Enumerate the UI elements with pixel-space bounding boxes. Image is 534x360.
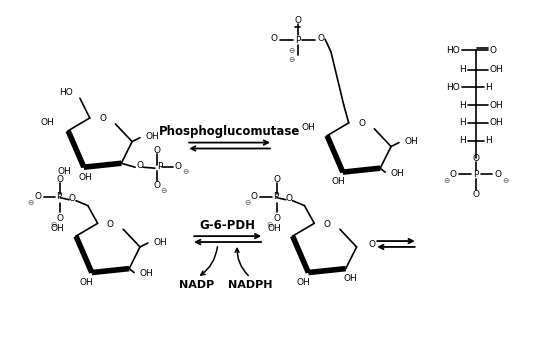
Text: H: H — [485, 83, 492, 92]
Text: O: O — [137, 161, 144, 170]
Text: ⊖: ⊖ — [160, 186, 167, 195]
Text: Phosphoglucomutase: Phosphoglucomutase — [159, 125, 300, 138]
Text: O: O — [273, 175, 280, 184]
Text: O: O — [57, 214, 64, 223]
Text: OH: OH — [405, 137, 419, 146]
Text: ⊖: ⊖ — [28, 198, 34, 207]
Text: O: O — [490, 45, 497, 54]
Text: OH: OH — [490, 65, 503, 74]
Text: ⊖: ⊖ — [443, 176, 450, 185]
Text: OH: OH — [331, 177, 345, 186]
Text: NADP: NADP — [179, 280, 215, 291]
Text: HO: HO — [446, 45, 460, 54]
Text: ⊖: ⊖ — [288, 45, 295, 54]
Text: H: H — [459, 65, 466, 74]
Text: OH: OH — [490, 118, 503, 127]
Text: H: H — [459, 101, 466, 110]
Text: O: O — [175, 162, 182, 171]
Text: ⊖: ⊖ — [50, 220, 57, 229]
Text: O: O — [153, 181, 160, 190]
Text: P: P — [273, 192, 279, 201]
Text: OH: OH — [154, 238, 168, 247]
Text: O: O — [450, 170, 457, 179]
Text: OH: OH — [57, 167, 71, 176]
Text: OH: OH — [41, 118, 54, 127]
Text: O: O — [358, 120, 365, 129]
Text: P: P — [295, 36, 300, 45]
Text: H: H — [459, 136, 466, 145]
Text: ⊖: ⊖ — [244, 198, 250, 207]
Text: NADPH: NADPH — [228, 280, 272, 291]
Text: O: O — [153, 146, 160, 155]
Text: P: P — [473, 170, 478, 179]
Text: OH: OH — [490, 101, 503, 110]
Text: ⊖: ⊖ — [502, 176, 508, 185]
Text: HO: HO — [446, 83, 460, 92]
Text: O: O — [324, 220, 331, 229]
Text: O: O — [273, 214, 280, 223]
Text: P: P — [157, 162, 162, 171]
Text: OH: OH — [50, 224, 64, 233]
Text: OH: OH — [296, 278, 310, 287]
Text: OH: OH — [79, 172, 93, 181]
Text: G-6-PDH: G-6-PDH — [200, 219, 256, 232]
Text: O: O — [368, 240, 375, 249]
Text: H: H — [485, 136, 492, 145]
Text: OH: OH — [146, 132, 160, 141]
Text: O: O — [270, 34, 277, 43]
Text: O: O — [68, 194, 75, 203]
Text: O: O — [472, 190, 479, 199]
Text: OH: OH — [267, 224, 281, 233]
Text: O: O — [294, 16, 301, 25]
Text: ⊖: ⊖ — [182, 167, 189, 176]
Text: O: O — [285, 194, 292, 203]
Text: OH: OH — [344, 274, 358, 283]
Text: ⊖: ⊖ — [267, 220, 273, 229]
Text: OH: OH — [139, 269, 153, 278]
Text: O: O — [472, 154, 479, 163]
Text: O: O — [99, 114, 106, 123]
Text: HO: HO — [59, 88, 73, 97]
Text: P: P — [57, 192, 62, 201]
Text: OH: OH — [80, 278, 93, 287]
Text: H: H — [459, 118, 466, 127]
Text: O: O — [318, 34, 325, 43]
Text: O: O — [495, 170, 502, 179]
Text: OH: OH — [302, 123, 315, 132]
Text: O: O — [107, 220, 114, 229]
Text: ⊖: ⊖ — [288, 55, 295, 64]
Text: O: O — [34, 192, 41, 201]
Text: O: O — [57, 175, 64, 184]
Text: OH: OH — [390, 168, 404, 177]
Text: O: O — [250, 192, 258, 201]
